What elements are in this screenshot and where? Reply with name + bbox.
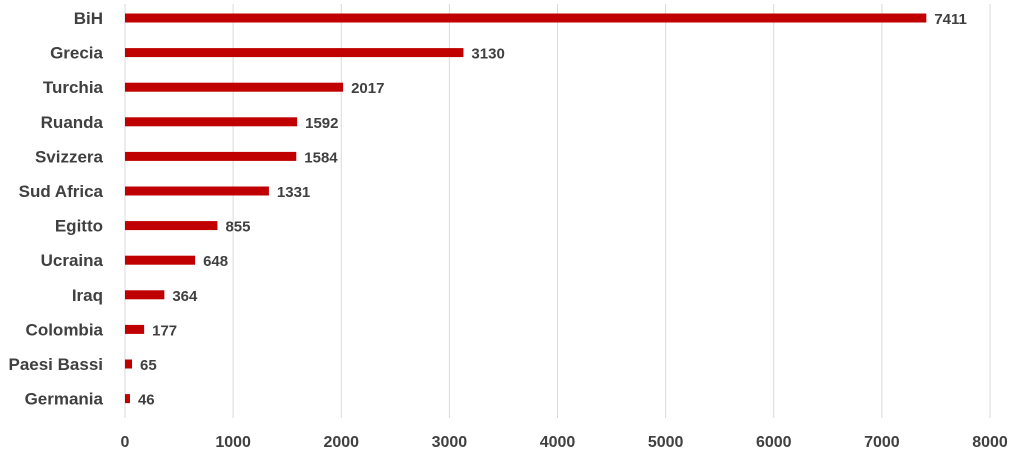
data-label: 46 — [138, 392, 155, 409]
x-tick-label: 0 — [121, 434, 130, 451]
category-label: Germania — [25, 390, 104, 409]
data-label: 1592 — [305, 115, 338, 132]
category-label: Paesi Bassi — [8, 355, 103, 374]
bars — [125, 13, 927, 404]
data-label: 1331 — [277, 184, 310, 201]
category-label: Ucraina — [41, 251, 104, 270]
category-label: Iraq — [72, 286, 103, 305]
bar — [125, 48, 464, 58]
data-label: 1584 — [304, 149, 338, 166]
value-labels: 7411 3130 2017 1592 1584 1331 855 648 364 177 65 46 — [138, 11, 967, 409]
data-label: 364 — [172, 288, 198, 305]
data-label: 3130 — [471, 46, 504, 63]
x-tick-label: 1000 — [215, 434, 251, 451]
bar — [125, 394, 130, 404]
bar — [125, 290, 165, 300]
bar — [125, 255, 196, 265]
data-label: 855 — [225, 219, 250, 236]
x-tick-label: 7000 — [864, 434, 900, 451]
gridlines — [124, 4, 991, 418]
bar — [125, 186, 269, 196]
bar — [125, 359, 133, 369]
x-tick-label: 3000 — [432, 434, 468, 451]
x-axis-tick-labels: 0 1000 2000 3000 4000 5000 6000 7000 8000 — [121, 434, 1008, 451]
bar — [125, 151, 297, 161]
x-tick-label: 5000 — [648, 434, 684, 451]
data-label: 7411 — [934, 11, 967, 28]
category-label: Egitto — [55, 217, 103, 236]
category-label: Grecia — [50, 44, 103, 63]
bar — [125, 117, 298, 127]
category-label: Colombia — [26, 320, 104, 339]
bar — [125, 82, 344, 92]
x-tick-label: 8000 — [972, 434, 1008, 451]
data-label: 2017 — [351, 80, 384, 97]
data-label: 177 — [152, 322, 177, 339]
category-label: Svizzera — [35, 147, 104, 166]
data-label: 648 — [203, 253, 228, 270]
x-tick-label: 4000 — [540, 434, 576, 451]
data-label: 65 — [140, 357, 157, 374]
category-label: Sud Africa — [19, 182, 104, 201]
category-label: Turchia — [43, 78, 104, 97]
bar — [125, 324, 145, 334]
bar — [125, 221, 218, 231]
x-tick-label: 2000 — [323, 434, 359, 451]
category-labels: BiH Grecia Turchia Ruanda Svizzera Sud Africa… — [8, 9, 103, 409]
bar — [125, 13, 927, 23]
category-label: Ruanda — [41, 113, 104, 132]
category-label: BiH — [74, 9, 103, 28]
x-tick-label: 6000 — [756, 434, 792, 451]
